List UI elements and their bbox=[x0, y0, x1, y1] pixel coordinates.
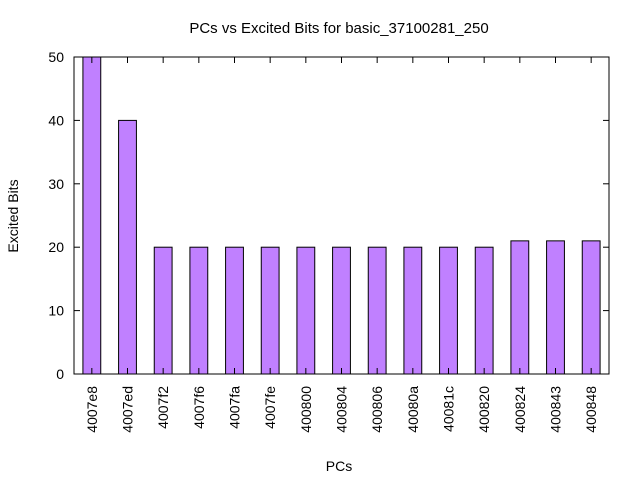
y-axis-ticks: 0 10 20 30 40 50 bbox=[48, 49, 609, 382]
x-tick-label: 400800 bbox=[298, 386, 314, 433]
x-axis-ticks: 4007e8 4007ed 4007f2 4007f6 4007fa 4007fe 4008… bbox=[84, 57, 599, 433]
bar-4007f2 bbox=[153, 246, 173, 375]
x-tick-label: 400848 bbox=[583, 386, 599, 433]
x-tick-label: 4007fa bbox=[227, 386, 243, 429]
x-tick-label: 40081c bbox=[441, 386, 457, 432]
bar-400843 bbox=[546, 240, 565, 375]
x-tick-label: 400820 bbox=[476, 386, 492, 433]
x-tick-label: 4007f6 bbox=[191, 386, 207, 429]
chart-title: PCs vs Excited Bits for basic_37100281_2… bbox=[189, 20, 488, 37]
y-tick-label: 50 bbox=[48, 49, 64, 65]
bar-400848 bbox=[581, 240, 601, 375]
x-tick-label: 4007e8 bbox=[84, 386, 100, 433]
x-tick-label: 400843 bbox=[548, 386, 564, 433]
x-tick-label: 400824 bbox=[512, 386, 528, 433]
bar-4007e8 bbox=[82, 56, 102, 375]
x-tick-label: 4007ed bbox=[120, 386, 136, 433]
bar-400800 bbox=[296, 246, 316, 375]
x-tick-label: 4007f2 bbox=[155, 386, 171, 429]
y-tick-label: 10 bbox=[48, 303, 64, 319]
bar-400824 bbox=[510, 240, 530, 375]
bar-4007ed bbox=[118, 119, 137, 375]
x-tick-label: 40080a bbox=[405, 386, 421, 433]
bar-4007f6 bbox=[189, 246, 209, 375]
x-axis-label: PCs bbox=[326, 458, 352, 474]
bar-40080a bbox=[403, 246, 423, 375]
y-tick-label: 20 bbox=[48, 239, 64, 255]
bar-400820 bbox=[474, 246, 494, 375]
y-tick-label: 40 bbox=[48, 112, 64, 128]
y-axis-label: Excited Bits bbox=[5, 179, 21, 252]
x-tick-label: 400804 bbox=[334, 386, 350, 433]
x-tick-label: 4007fe bbox=[262, 386, 278, 429]
bars bbox=[82, 56, 601, 375]
x-tick-label: 400806 bbox=[369, 386, 385, 433]
y-tick-label: 30 bbox=[48, 176, 64, 192]
plot-frame bbox=[73, 56, 610, 375]
y-tick-label: 0 bbox=[56, 366, 64, 382]
bar-400806 bbox=[367, 246, 387, 375]
bar-40081c bbox=[439, 246, 458, 375]
bar-4007fe bbox=[260, 246, 280, 375]
bar-4007fa bbox=[225, 246, 244, 375]
bar-400804 bbox=[332, 246, 351, 375]
